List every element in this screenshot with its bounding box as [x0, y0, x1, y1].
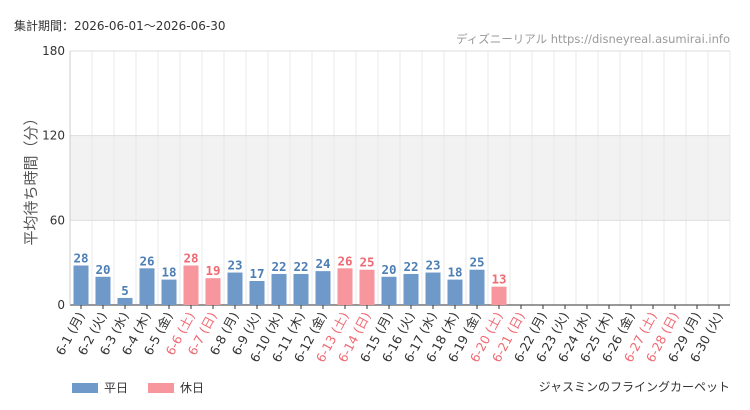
data-label: 23	[227, 258, 242, 273]
data-label: 18	[447, 265, 462, 280]
bar	[73, 265, 89, 305]
y-tick-label: 120	[42, 129, 65, 143]
bar	[293, 273, 309, 305]
data-label: 20	[95, 262, 110, 277]
data-label: 23	[425, 258, 440, 273]
bar	[117, 297, 133, 305]
data-label: 26	[139, 253, 154, 268]
bar	[205, 278, 221, 305]
data-label: 26	[337, 253, 352, 268]
data-label: 18	[161, 265, 176, 280]
bar	[271, 273, 287, 305]
bar	[425, 272, 441, 305]
bar	[227, 272, 243, 305]
data-label: 13	[491, 272, 506, 287]
bar	[381, 276, 397, 305]
data-label: 17	[249, 266, 264, 281]
data-label: 19	[205, 263, 220, 278]
data-label: 24	[315, 256, 330, 271]
bar	[95, 276, 111, 305]
data-label: 22	[293, 259, 308, 274]
y-tick-label: 60	[50, 213, 65, 227]
bar	[469, 269, 485, 305]
y-tick-label: 0	[57, 298, 65, 312]
site-credit: ディズニーリアル https://disneyreal.asumirai.inf…	[456, 32, 730, 46]
attraction-name: ジャスミンのフライングカーペット	[538, 380, 730, 394]
bar	[491, 286, 507, 305]
legend-weekday-swatch	[72, 382, 98, 393]
bar	[139, 268, 155, 305]
bar	[161, 279, 177, 305]
legend-holiday-swatch	[148, 382, 175, 393]
period-label: 集計期間：2026-06-01～2026-06-30	[14, 19, 226, 33]
data-label: 20	[381, 262, 396, 277]
bar	[337, 268, 353, 305]
legend-weekday-label: 平日	[104, 381, 129, 395]
y-axis-label: 平均待ち時間（分）	[22, 110, 40, 245]
bar	[249, 281, 265, 305]
legend: 平日 休日	[72, 379, 224, 396]
data-label: 28	[183, 250, 198, 265]
legend-weekday: 平日	[72, 379, 128, 396]
legend-holiday: 休日	[148, 379, 204, 396]
data-label: 5	[121, 283, 129, 298]
data-label: 28	[73, 250, 88, 265]
bar	[359, 269, 375, 305]
data-label: 22	[271, 259, 286, 274]
y-tick-label: 180	[42, 44, 65, 58]
bar	[447, 279, 463, 305]
bar	[183, 265, 199, 305]
legend-holiday-label: 休日	[180, 381, 205, 395]
data-label: 25	[469, 255, 484, 270]
data-label: 22	[403, 259, 418, 274]
bar	[315, 271, 331, 305]
bar	[403, 273, 419, 305]
data-label: 25	[359, 255, 374, 270]
